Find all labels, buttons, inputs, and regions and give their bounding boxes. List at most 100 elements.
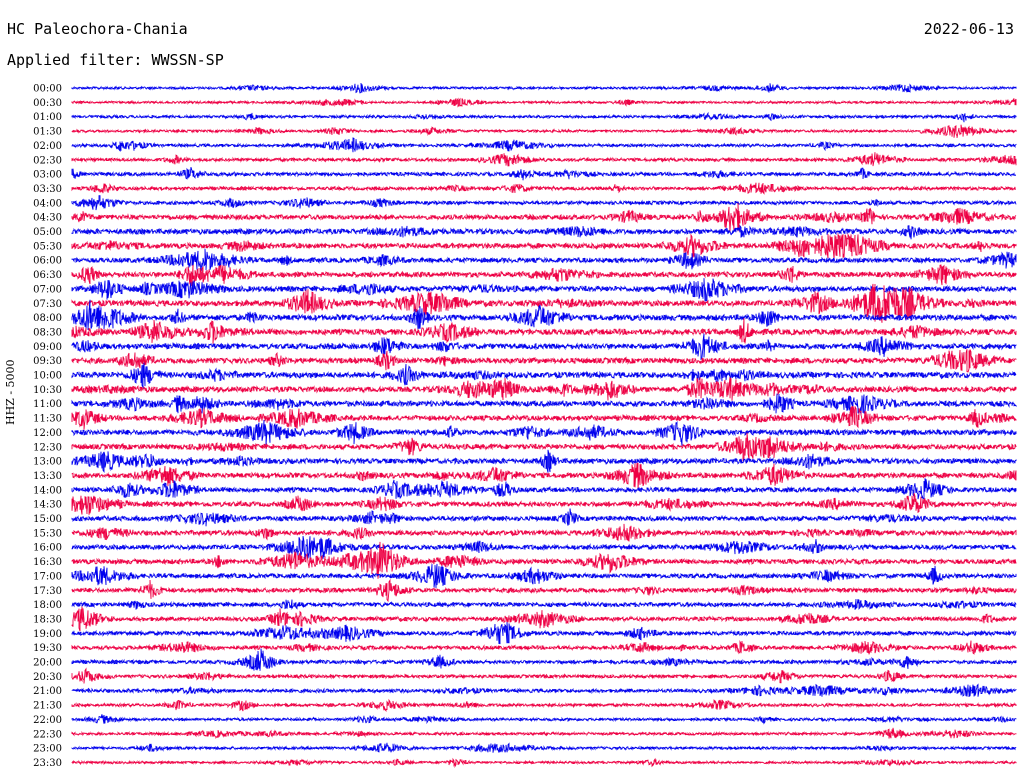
trace-line [71,714,1017,725]
trace-line [71,742,1017,753]
trace-line [71,152,1017,167]
station-title: HC Paleochora-Chania [7,20,188,38]
trace-line [71,462,1017,490]
trace-line [71,639,1017,655]
time-tick-label: 13:00 [33,457,62,468]
time-tick-label: 03:30 [33,184,62,195]
trace-line [71,333,1017,361]
trace-line [71,349,1017,373]
filter-label: Applied filter: WWSSN-SP [7,51,224,69]
time-tick-label: 04:30 [33,213,62,224]
trace-line [71,202,1017,233]
trace-line [71,195,1017,211]
trace-line [71,318,1017,344]
time-tick-label: 16:00 [33,543,62,554]
time-tick-label: 08:00 [33,313,62,324]
time-tick-label: 00:00 [33,84,62,95]
trace-line [71,124,1017,138]
time-tick-label: 17:00 [33,571,62,582]
time-tick-label: 23:30 [33,758,62,769]
time-tick-label: 22:30 [33,729,62,740]
time-tick-label: 06:00 [33,256,62,267]
trace-line [71,541,1017,579]
time-tick-label: 22:00 [33,715,62,726]
trace-line [71,167,1017,181]
trace-line [71,606,1017,632]
time-tick-label: 11:00 [33,399,62,410]
trace-line [71,578,1017,603]
trace-line [71,478,1017,500]
time-tick-label: 09:00 [33,342,62,353]
trace-line [71,432,1017,462]
time-tick-label: 15:00 [33,514,62,525]
trace-line [71,111,1017,123]
trace-line [71,362,1017,389]
time-tick-label: 10:30 [33,385,62,396]
trace-line [71,405,1017,430]
time-tick-label: 20:00 [33,658,62,669]
trace-line [71,449,1017,474]
trace-line [71,278,1017,302]
time-tick-label: 18:00 [33,600,62,611]
time-tick-label: 23:00 [33,744,62,755]
trace-line [71,248,1017,271]
time-tick-label: 05:00 [33,227,62,238]
time-tick-label: 02:30 [33,155,62,166]
trace-line [71,622,1017,645]
time-tick-label: 10:00 [33,371,62,382]
trace-line [71,232,1017,261]
trace-line [71,264,1017,287]
trace-line [71,667,1017,684]
trace-line [71,683,1017,698]
trace-line [71,137,1017,153]
trace-line [71,224,1017,240]
time-tick-label: 21:00 [33,686,62,697]
trace-line [71,698,1017,713]
time-tick-label: 09:30 [33,356,62,367]
time-tick-label: 20:30 [33,672,62,683]
trace-line [71,523,1017,542]
time-tick-label: 14:00 [33,485,62,496]
trace-line [71,508,1017,527]
time-tick-label: 14:30 [33,500,62,511]
trace-line [71,757,1017,768]
time-tick-label: 01:30 [33,127,62,138]
time-tick-label: 00:30 [33,98,62,109]
time-tick-label: 03:00 [33,170,62,181]
date-label: 2022-06-13 [923,20,1014,38]
time-tick-label: 12:30 [33,442,62,453]
time-tick-label: 17:30 [33,586,62,597]
time-tick-label: 01:00 [33,112,62,123]
time-tick-label: 07:00 [33,284,62,295]
time-tick-label: 15:30 [33,528,62,539]
time-tick-label: 18:30 [33,614,62,625]
trace-line [71,393,1017,415]
time-tick-label: 21:30 [33,701,62,712]
trace-line [71,377,1017,401]
time-tick-label: 16:30 [33,557,62,568]
time-tick-label: 08:30 [33,327,62,338]
trace-line [71,97,1017,108]
time-tick-label: 12:00 [33,428,62,439]
time-tick-label: 04:00 [33,198,62,209]
trace-line [71,563,1017,589]
time-tick-label: 19:00 [33,629,62,640]
trace-line [71,599,1017,611]
time-tick-label: 07:30 [33,299,62,310]
trace-line [71,536,1017,560]
time-tick-label: 05:30 [33,241,62,252]
time-tick-label: 02:00 [33,141,62,152]
time-tick-label: 13:30 [33,471,62,482]
trace-line [71,299,1017,331]
time-tick-label: 06:30 [33,270,62,281]
time-tick-label: 11:30 [33,414,62,425]
time-tick-label: 19:30 [33,643,62,654]
trace-line [71,493,1017,515]
trace-line [71,648,1017,671]
trace-line [71,182,1016,195]
trace-line [71,419,1017,446]
trace-line [71,727,1017,740]
trace-line [71,283,1017,323]
trace-line [71,82,1017,94]
